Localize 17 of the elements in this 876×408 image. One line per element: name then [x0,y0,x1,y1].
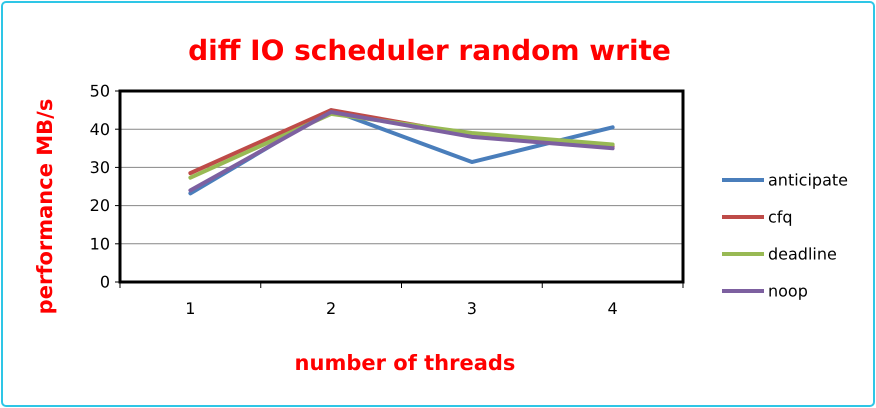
y-axis-title: performance MB/s [33,98,57,314]
x-axis-title: number of threads [294,351,516,375]
x-tick-label: 3 [466,299,477,318]
legend-label: cfq [768,208,793,227]
legend-label: anticipate [768,170,848,190]
legend-label: deadline [768,244,837,264]
y-tick-label: 0 [100,272,110,292]
y-tick-label: 50 [90,82,110,101]
y-tick-label: 20 [90,196,110,216]
x-tick-label: 1 [185,299,196,318]
y-tick-label: 40 [90,120,110,139]
chart-title: diff IO scheduler random write [188,34,671,67]
y-tick-label: 30 [90,158,110,177]
legend-label: noop [768,282,808,301]
x-tick-label: 2 [326,299,336,318]
y-tick-label: 10 [90,234,110,254]
x-tick-label: 4 [608,299,618,318]
